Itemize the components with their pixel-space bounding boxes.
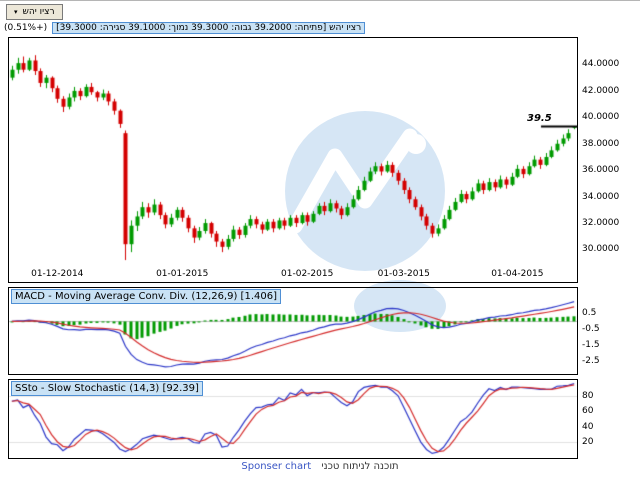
macd-title[interactable]: MACD - Moving Average Conv. Div. (12,26,… bbox=[11, 289, 281, 304]
y-tick-label: -0.5 bbox=[582, 324, 600, 335]
x-tick-label: 01-12-2014 bbox=[31, 269, 84, 279]
y-tick-label: 40.0000 bbox=[582, 112, 620, 123]
price-panel: 01-12-2014 01-01-2015 01-02-2015 01-03-2015… bbox=[8, 37, 578, 283]
y-tick-label: 80 bbox=[582, 390, 594, 401]
y-tick-label: 36.0000 bbox=[582, 165, 620, 176]
last-price-label: 39.5 bbox=[527, 112, 552, 124]
price-y-axis: 44.0000 42.0000 40.0000 38.0000 36.0000 34.00… bbox=[582, 38, 638, 284]
ssto-title[interactable]: SSto - Slow Stochastic (14,3) [92.39] bbox=[11, 381, 203, 396]
footer-tagline: תוכנה לניתוח טכני bbox=[321, 461, 399, 472]
price-x-axis: 01-12-2014 01-01-2015 01-02-2015 01-03-2015… bbox=[9, 269, 577, 282]
x-tick-label: 01-01-2015 bbox=[156, 269, 209, 279]
y-tick-label: 60 bbox=[582, 406, 594, 417]
macd-y-axis: 0.5 -0.5 -1.5 -2.5 bbox=[582, 288, 638, 376]
footer: Sponser chart תוכנה לניתוח טכני bbox=[0, 461, 640, 472]
chevron-down-icon: ▾ bbox=[14, 7, 18, 16]
y-tick-label: 34.0000 bbox=[582, 191, 620, 202]
y-tick-label: 44.0000 bbox=[582, 59, 620, 70]
y-tick-label: 30.0000 bbox=[582, 244, 620, 255]
symbol-tab-label: רציו יהש bbox=[22, 7, 55, 17]
quote-bar: (0.51%+) רציו יהש [פתיחה: 39.2000 גבוה: … bbox=[4, 22, 366, 34]
ssto-panel: SSto - Slow Stochastic (14,3) [92.39] bbox=[8, 379, 578, 459]
x-tick-label: 01-03-2015 bbox=[377, 269, 430, 279]
y-tick-label: 38.0000 bbox=[582, 138, 620, 149]
x-tick-label: 01-04-2015 bbox=[491, 269, 544, 279]
macd-panel: MACD - Moving Average Conv. Div. (12,26,… bbox=[8, 287, 578, 375]
y-tick-label: 40 bbox=[582, 421, 594, 432]
sponser-chart-link[interactable]: Sponser chart bbox=[241, 461, 312, 472]
y-tick-label: 0.5 bbox=[582, 308, 597, 319]
y-tick-label: 32.0000 bbox=[582, 218, 620, 229]
y-tick-label: -2.5 bbox=[582, 356, 600, 367]
x-tick-label: 01-02-2015 bbox=[281, 269, 334, 279]
candlestick-canvas[interactable] bbox=[9, 38, 577, 268]
change-percent: (0.51%+) bbox=[4, 23, 48, 33]
y-tick-label: -1.5 bbox=[582, 340, 600, 351]
ohlc-summary[interactable]: רציו יהש [פתיחה: 39.2000 גבוה: 39.3000 נ… bbox=[52, 22, 366, 34]
symbol-tab[interactable]: ▾ רציו יהש bbox=[6, 4, 63, 20]
y-tick-label: 20 bbox=[582, 437, 594, 448]
y-tick-label: 42.0000 bbox=[582, 85, 620, 96]
ssto-y-axis: 80 60 40 20 bbox=[582, 380, 638, 460]
